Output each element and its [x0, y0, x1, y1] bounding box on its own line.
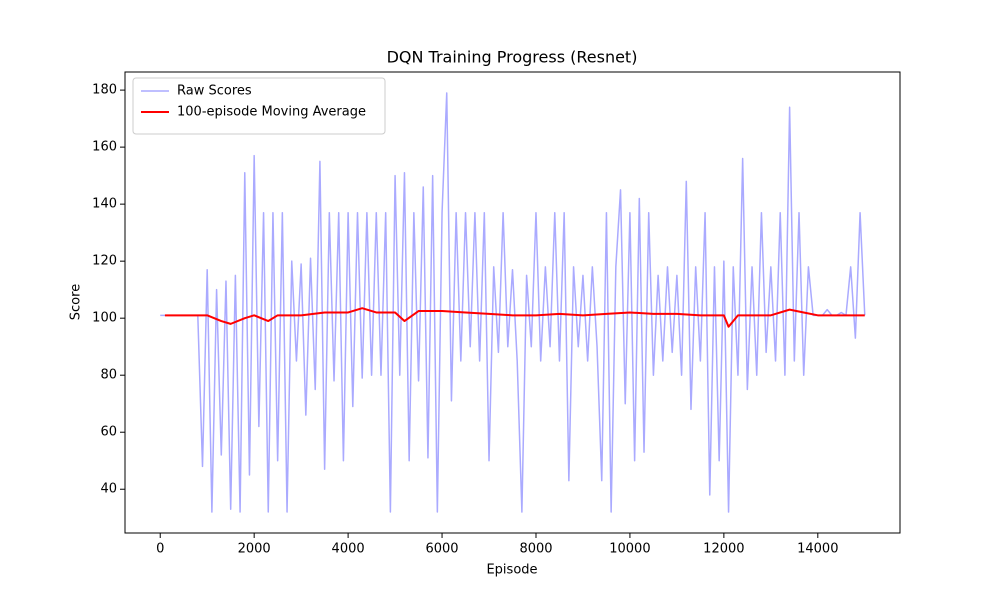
chart-title: DQN Training Progress (Resnet) [387, 48, 638, 67]
x-tick-label: 2000 [238, 542, 271, 557]
legend-box [132, 77, 386, 135]
x-tick-label: 6000 [425, 542, 458, 557]
y-tick-label: 160 [92, 140, 117, 155]
x-tick-label: 14000 [797, 542, 838, 557]
y-tick-label: 80 [100, 368, 117, 383]
series-line [160, 92, 866, 513]
legend-label: Raw Scores [177, 84, 252, 99]
series-line [164, 307, 865, 328]
y-tick-label: 180 [92, 83, 117, 98]
y-tick-label: 100 [92, 311, 117, 326]
y-axis-label: Score [69, 284, 84, 320]
y-tick-label: 40 [100, 482, 117, 497]
x-tick-label: 10000 [609, 542, 650, 557]
x-tick-label: 4000 [332, 542, 365, 557]
x-tick-label: 0 [156, 542, 164, 557]
y-tick-label: 140 [92, 197, 117, 212]
legend-label: 100-episode Moving Average [177, 105, 366, 120]
y-tick-label: 120 [92, 254, 117, 269]
x-tick-label: 12000 [703, 542, 744, 557]
x-tick-label: 8000 [519, 542, 552, 557]
x-axis-label: Episode [486, 563, 537, 578]
y-tick-label: 60 [100, 425, 117, 440]
plot-frame [124, 71, 901, 534]
